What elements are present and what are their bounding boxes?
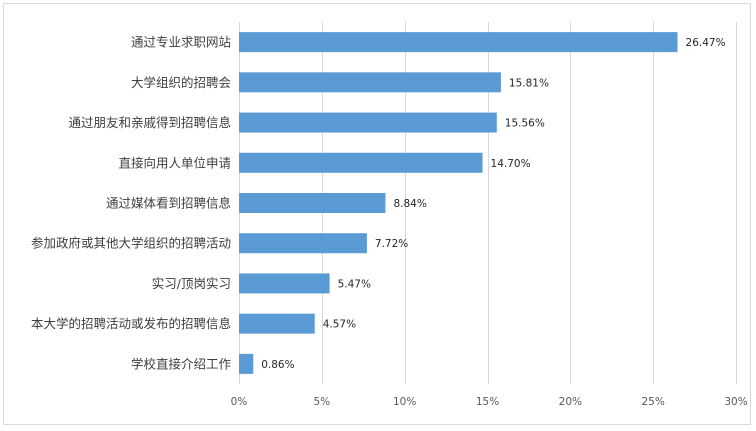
x-tick-label-2: 10% <box>393 396 416 408</box>
x-tick-label-1: 5% <box>313 396 330 408</box>
value-label-0: 26.47% <box>686 37 726 49</box>
category-label-3: 直接向用人单位申请 <box>118 155 231 170</box>
x-tick-label-0: 0% <box>231 396 248 408</box>
category-label-4: 通过媒体看到招聘信息 <box>106 196 231 211</box>
value-label-6: 5.47% <box>338 278 371 290</box>
bar-3 <box>239 152 483 173</box>
bar-8 <box>239 353 254 374</box>
category-label-7: 本大学的招聘活动或发布的招聘信息 <box>31 316 231 331</box>
bar-5 <box>239 233 367 254</box>
x-tick-label-3: 15% <box>476 396 499 408</box>
category-label-8: 学校直接介绍工作 <box>131 356 232 371</box>
x-tick-label-5: 25% <box>641 396 664 408</box>
bar-6 <box>239 273 330 294</box>
category-label-0: 通过专业求职网站 <box>131 35 231 50</box>
value-label-2: 15.56% <box>505 118 545 130</box>
bar-2 <box>239 112 497 133</box>
value-label-7: 4.57% <box>323 319 356 331</box>
value-label-3: 14.70% <box>491 158 531 170</box>
x-tick-label-4: 20% <box>559 396 582 408</box>
value-label-5: 7.72% <box>375 238 408 250</box>
bar-4 <box>239 193 386 213</box>
value-label-4: 8.84% <box>393 198 426 210</box>
bar-7 <box>239 313 315 334</box>
value-label-8: 0.86% <box>261 359 294 371</box>
bar-1 <box>239 72 501 93</box>
category-label-2: 通过朋友和亲戚得到招聘信息 <box>68 115 231 130</box>
category-label-1: 大学组织的招聘会 <box>131 75 232 90</box>
category-label-5: 参加政府或其他大学组织的招聘活动 <box>31 236 231 251</box>
bar-0 <box>239 32 678 53</box>
x-tick-label-6: 30% <box>724 396 747 408</box>
category-label-6: 实习/顶岗实习 <box>152 276 231 291</box>
value-label-1: 15.81% <box>509 77 549 89</box>
